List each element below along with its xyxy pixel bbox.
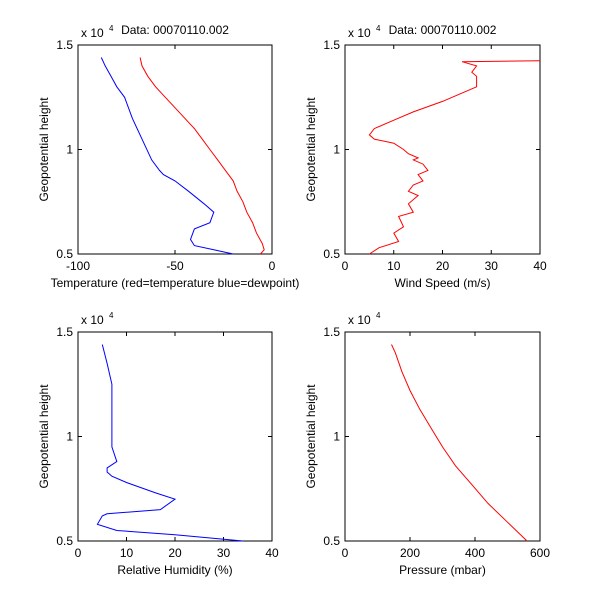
x-axis-label: Pressure (mbar) — [399, 563, 486, 577]
series-line-1 — [391, 344, 528, 542]
y-axis-label: Geopotential height — [304, 384, 318, 489]
y-tick-label: 0.5 — [323, 534, 340, 548]
x-axis-label: Temperature (red=temperature blue=dewpoi… — [51, 276, 300, 290]
x-axis-label: Relative Humidity (%) — [117, 563, 232, 577]
subplot-2: 0 10 20 30 40 0.5 1 1.5 x 10 4 Data: 00070110.002 W… — [304, 23, 547, 290]
subplot-1: -100 -50 0 0.5 1 1.5 x 10 4 Data: 00070110.002 Te… — [37, 23, 299, 290]
y-exponent-label: x 10 — [81, 26, 104, 40]
y-axis-label: Geopotential height — [37, 97, 51, 202]
x-tick-label: 30 — [485, 259, 499, 273]
x-tick-label: 30 — [217, 546, 231, 560]
y-tick-label: 1 — [333, 143, 340, 157]
y-exponent-power: 4 — [109, 311, 114, 320]
x-tick-label: 20 — [168, 546, 182, 560]
y-exponent-power: 4 — [109, 24, 114, 33]
y-tick-label: 1.5 — [56, 38, 73, 52]
y-tick-label: 0.5 — [56, 247, 73, 261]
y-tick-label: 1.5 — [56, 325, 73, 339]
chart-title: Data: 00070110.002 — [121, 23, 229, 37]
x-tick-label: 40 — [533, 259, 547, 273]
y-tick-label: 1 — [333, 430, 340, 444]
x-tick-label: 0 — [342, 259, 349, 273]
y-axis-label: Geopotential height — [37, 384, 51, 489]
subplot-4: 0 200 400 600 0.5 1 1.5 x 10 4 Pressure (mbar) Geo… — [304, 311, 550, 577]
series-line-2 — [100, 57, 234, 255]
x-tick-label: 10 — [387, 259, 401, 273]
x-tick-label: 400 — [465, 546, 485, 560]
x-tick-label: 600 — [530, 546, 550, 560]
x-tick-label: 40 — [265, 546, 279, 560]
y-exponent-label: x 10 — [348, 313, 371, 327]
axes-frame — [77, 44, 273, 255]
y-exponent-power: 4 — [376, 311, 381, 320]
y-exponent-power: 4 — [376, 24, 381, 33]
series-line-1 — [139, 57, 265, 255]
x-tick-label: 0 — [342, 546, 349, 560]
x-tick-label: 10 — [120, 546, 134, 560]
y-axis-label: Geopotential height — [304, 97, 318, 202]
x-tick-label: 0 — [75, 546, 82, 560]
axes-frame — [344, 331, 541, 542]
x-tick-label: -50 — [166, 259, 184, 273]
y-tick-label: 1 — [66, 430, 73, 444]
y-exponent-label: x 10 — [348, 26, 371, 40]
series-line-1 — [96, 344, 243, 542]
x-tick-label: -100 — [66, 259, 90, 273]
chart-title: Data: 00070110.002 — [389, 23, 497, 37]
y-tick-label: 0.5 — [56, 534, 73, 548]
y-tick-label: 1 — [66, 143, 73, 157]
x-tick-label: 20 — [436, 259, 450, 273]
x-tick-label: 200 — [400, 546, 420, 560]
y-tick-label: 0.5 — [323, 247, 340, 261]
y-exponent-label: x 10 — [81, 313, 104, 327]
y-tick-label: 1.5 — [323, 325, 340, 339]
x-tick-label: 0 — [269, 259, 276, 273]
axes-frame — [344, 44, 541, 255]
series-line-1 — [368, 60, 541, 255]
axes-frame — [77, 331, 273, 542]
subplot-3: 0 10 20 30 40 0.5 1 1.5 x 10 4 Relative Humidity (… — [37, 311, 279, 577]
y-tick-label: 1.5 — [323, 38, 340, 52]
x-axis-label: Wind Speed (m/s) — [394, 276, 490, 290]
